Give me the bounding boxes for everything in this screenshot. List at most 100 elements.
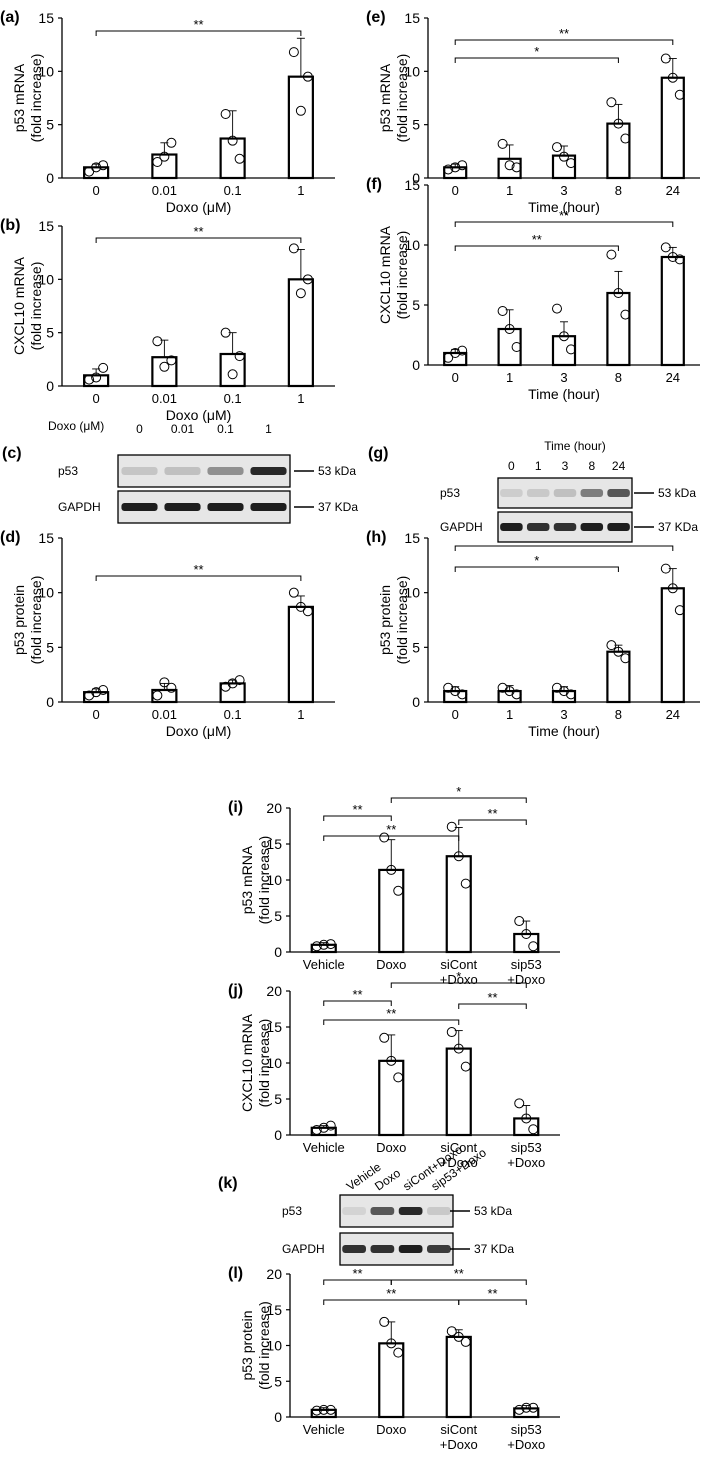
significance-label: ** bbox=[193, 562, 203, 577]
y-axis-label: CXCL10 mRNA bbox=[377, 225, 393, 324]
blot-band bbox=[250, 503, 287, 511]
panel-label: (l) bbox=[228, 1265, 243, 1282]
data-point bbox=[379, 1316, 390, 1327]
y-tick-label: 15 bbox=[38, 218, 54, 234]
y-tick-label: 15 bbox=[404, 177, 420, 193]
data-point bbox=[91, 372, 102, 383]
significance-label: * bbox=[534, 44, 539, 59]
data-point bbox=[660, 242, 671, 253]
data-point bbox=[521, 929, 532, 939]
y-tick-label: 20 bbox=[266, 800, 282, 816]
data-point bbox=[166, 682, 177, 693]
x-tick-label: 1 bbox=[297, 707, 304, 722]
y-tick-label: 5 bbox=[46, 639, 54, 655]
y-tick-label: 5 bbox=[46, 117, 54, 133]
blot-band bbox=[580, 523, 604, 531]
y-tick-label: 10 bbox=[38, 585, 54, 601]
bar bbox=[378, 868, 405, 954]
data-point bbox=[497, 138, 508, 149]
data-point bbox=[660, 53, 671, 64]
y-tick-label: 15 bbox=[38, 10, 54, 26]
significance-label: ** bbox=[352, 1266, 362, 1281]
x-tick-label: 1 bbox=[506, 183, 513, 198]
y-tick-label: 5 bbox=[274, 1091, 282, 1107]
data-point bbox=[386, 864, 397, 875]
bar bbox=[219, 137, 246, 180]
data-point bbox=[457, 689, 468, 700]
chart-panel: 0 5 10 15 p53 mRNA (fold increase) (e) 0 1 3 8 24 Ti… bbox=[366, 9, 700, 215]
panel-label: (b) bbox=[0, 217, 20, 234]
significance-bracket bbox=[454, 545, 674, 551]
blot-band bbox=[164, 503, 201, 511]
data-point bbox=[620, 133, 631, 144]
x-tick-label: 0 bbox=[93, 707, 100, 722]
data-point bbox=[606, 640, 617, 651]
data-point bbox=[393, 1072, 404, 1083]
blot-row-label: p53 bbox=[282, 1204, 302, 1218]
x-tick-label: 8 bbox=[615, 183, 622, 198]
y-axis-label: (fold increase) bbox=[256, 1019, 272, 1108]
y-axis-label: (fold increase) bbox=[394, 54, 410, 143]
significance-bracket bbox=[454, 221, 674, 227]
data-point bbox=[325, 939, 336, 950]
y-tick-label: 10 bbox=[266, 1338, 282, 1354]
x-tick-label: 0.1 bbox=[224, 707, 242, 722]
blot-band bbox=[250, 467, 287, 475]
panel-label: (j) bbox=[228, 982, 243, 999]
y-tick-label: 15 bbox=[266, 1019, 282, 1035]
bar bbox=[513, 932, 540, 954]
data-point bbox=[566, 158, 576, 169]
data-point bbox=[227, 678, 238, 689]
blot-lane-label: 3 bbox=[562, 459, 569, 473]
y-axis-label: p53 protein bbox=[11, 585, 27, 655]
data-point bbox=[606, 249, 617, 260]
x-tick-label: 0.1 bbox=[224, 391, 242, 406]
x-tick-label: siCont bbox=[440, 1422, 477, 1437]
y-tick-label: 10 bbox=[404, 237, 420, 253]
data-point bbox=[667, 72, 678, 83]
x-tick-label: 0 bbox=[452, 707, 459, 722]
x-axis-label: Time (hour) bbox=[528, 723, 600, 739]
significance-label: ** bbox=[559, 208, 569, 223]
data-point bbox=[295, 105, 306, 116]
data-point bbox=[674, 605, 685, 616]
x-tick-label: sip53 bbox=[511, 957, 542, 972]
data-point bbox=[514, 916, 525, 927]
data-point bbox=[504, 160, 515, 171]
y-axis-label: (fold increase) bbox=[28, 576, 44, 665]
blot-band bbox=[398, 1207, 423, 1215]
x-tick-label: +Doxo bbox=[440, 1437, 478, 1452]
x-axis-label: Doxo (μM) bbox=[166, 199, 232, 215]
data-point bbox=[386, 1055, 397, 1066]
significance-bracket bbox=[323, 835, 460, 841]
data-point bbox=[84, 690, 95, 701]
x-tick-label: 24 bbox=[666, 183, 680, 198]
y-tick-label: 10 bbox=[404, 63, 420, 79]
y-axis-label: p53 mRNA bbox=[11, 63, 27, 132]
blot-band bbox=[500, 523, 523, 531]
chart-panel: 0 5 10 15 20 p53 mRNA (fold increase) (i) Vehicl… bbox=[228, 784, 560, 987]
x-tick-label: 0 bbox=[93, 391, 100, 406]
data-point bbox=[159, 151, 170, 162]
data-point bbox=[566, 344, 576, 355]
x-tick-label: +Doxo bbox=[440, 1155, 478, 1170]
x-tick-label: 8 bbox=[615, 370, 622, 385]
x-axis-label: Time (hour) bbox=[528, 199, 600, 215]
bar bbox=[660, 76, 685, 180]
significance-label: * bbox=[456, 784, 461, 799]
x-tick-label: 0 bbox=[452, 370, 459, 385]
x-tick-label: sip53 bbox=[511, 1422, 542, 1437]
x-tick-label: 24 bbox=[666, 370, 680, 385]
y-tick-label: 0 bbox=[46, 694, 54, 710]
significance-label: ** bbox=[487, 990, 497, 1005]
data-point bbox=[227, 135, 238, 146]
data-point bbox=[674, 89, 685, 100]
blot-band bbox=[342, 1245, 366, 1253]
data-point bbox=[443, 682, 454, 693]
data-point bbox=[311, 1124, 322, 1135]
significance-bracket bbox=[390, 797, 527, 803]
y-tick-label: 10 bbox=[266, 872, 282, 888]
data-point bbox=[450, 686, 461, 697]
blot-lane-label: 24 bbox=[612, 459, 626, 473]
